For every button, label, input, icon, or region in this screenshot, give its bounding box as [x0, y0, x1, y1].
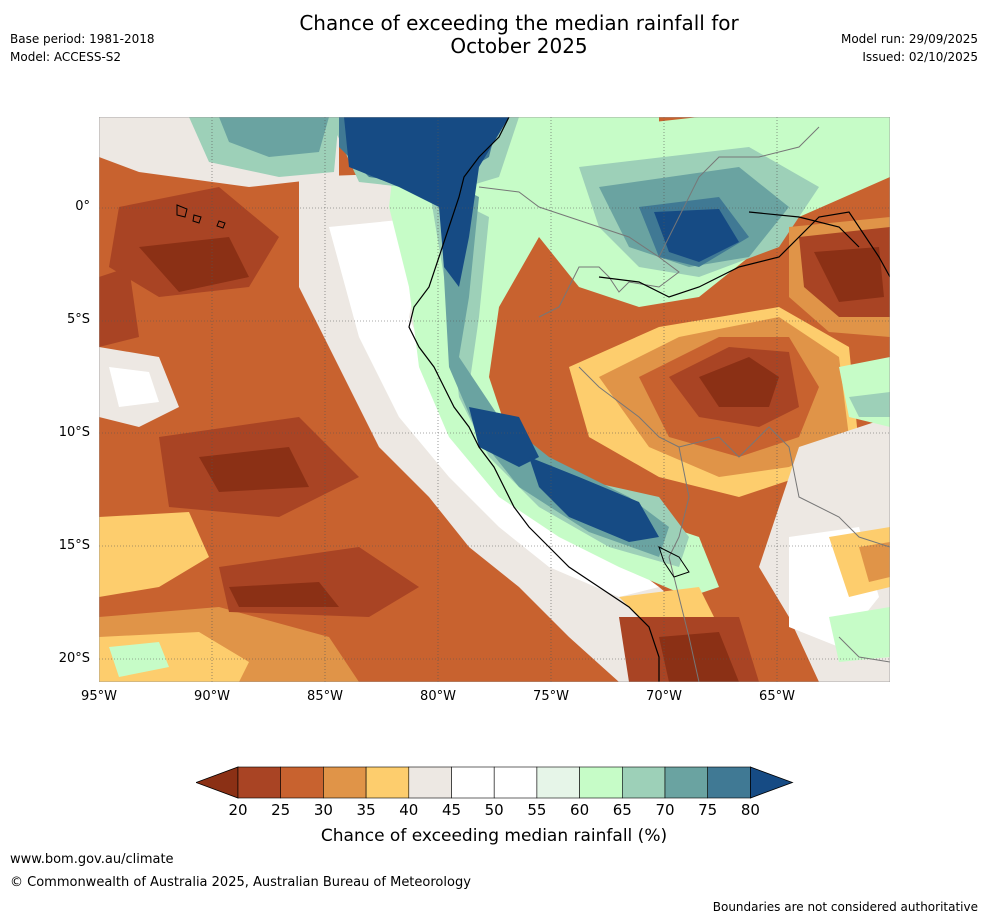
colorbar-tick-50: 50 — [484, 801, 504, 819]
field-pacific-south-green — [109, 642, 169, 677]
colorbar-tick-20: 20 — [228, 801, 248, 819]
map-title: Chance of exceeding the median rainfall … — [0, 12, 988, 58]
footer-disclaimer: Boundaries are not considered authoritat… — [712, 900, 978, 914]
lon-label-95w: 95°W — [81, 689, 117, 704]
field-mid-pacific-darkest — [199, 447, 309, 492]
lake-titicaca — [658, 546, 690, 578]
colorbar-tick-60: 60 — [570, 801, 590, 819]
lat-label-0: 0° — [75, 199, 90, 214]
amazon-river-upper — [748, 211, 860, 248]
colorbar-label: Chance of exceeding median rainfall (%) — [320, 826, 668, 846]
field-west-edge-dark — [99, 267, 139, 347]
colorbar-cell-20-25 — [237, 766, 282, 799]
colorbar-extend-high — [750, 766, 794, 799]
field-south-pacific-darkest — [229, 582, 339, 607]
field-amazon-central-dry — [699, 357, 779, 407]
colorbar-cell-35-40 — [365, 766, 410, 799]
field-pacific-north-teal — [219, 117, 329, 157]
field-east-seafoam — [849, 392, 890, 417]
colorbar-cell-55-60 — [536, 766, 580, 799]
model-run-text: Model run: 29/09/2025 — [840, 32, 978, 46]
graticule — [99, 117, 890, 682]
galapagos-islands — [176, 204, 226, 229]
footer-copyright: © Commonwealth of Australia 2025, Austra… — [10, 875, 471, 890]
field-coastal-white — [329, 217, 659, 597]
lon-label-90w: 90°W — [194, 689, 230, 704]
colorbar-cell-25-30 — [280, 766, 324, 799]
galapagos-san-cristobal — [216, 220, 226, 229]
lat-label-5s: 5°S — [66, 312, 90, 327]
colorbar-tick-30: 30 — [313, 801, 333, 819]
colorbar-tick-70: 70 — [655, 801, 675, 819]
border-colombia-peru — [478, 186, 680, 318]
field-andes-wet-south — [529, 457, 659, 542]
lon-label-85w: 85°W — [307, 689, 343, 704]
lat-label-10s: 10°S — [58, 425, 90, 440]
colorbar-cell-75-80 — [707, 766, 751, 799]
colorbar-extend-low — [196, 766, 239, 799]
galapagos-santa-cruz — [192, 214, 202, 224]
colorbar-tick-25: 25 — [271, 801, 291, 819]
country-borders — [478, 126, 890, 682]
footer-url[interactable]: www.bom.gov.au/climate — [10, 852, 174, 867]
field-atacama-driest — [659, 632, 739, 682]
colorbar-tick-65: 65 — [612, 801, 632, 819]
field-pacific-sw-yellow — [99, 512, 209, 597]
coastline-pacific — [408, 117, 660, 682]
field-amazon-north-wet — [654, 209, 739, 262]
model-text: Model: ACCESS-S2 — [10, 50, 122, 64]
colorbar-cell-30-35 — [323, 766, 367, 799]
amazon-river — [598, 211, 890, 298]
border-peru-brazil — [578, 366, 690, 558]
title-line-2: October 2025 — [450, 34, 588, 58]
colorbar-cell-45-50 — [451, 766, 495, 799]
colorbar-tick-75: 75 — [698, 801, 718, 819]
field-colombia-wet — [344, 117, 509, 287]
colorbar-cell-65-70 — [621, 766, 666, 799]
base-period-text: Base period: 1981-2018 — [10, 32, 155, 46]
colorbar-cell-40-45 — [408, 766, 452, 799]
issued-text: Issued: 02/10/2025 — [862, 50, 978, 64]
colorbar-cell-60-65 — [579, 766, 623, 799]
galapagos-isabela — [176, 204, 188, 218]
field-southeast-green — [829, 607, 890, 662]
lon-label-65w: 65°W — [759, 689, 795, 704]
colorbar-tick-55: 55 — [527, 801, 547, 819]
field-andes-wet-north — [469, 407, 539, 467]
colorbar-cells — [196, 766, 794, 799]
colorbar-cell-70-75 — [664, 766, 709, 799]
colorbar-tick-45: 45 — [441, 801, 462, 819]
border-bolivia-brazil — [678, 426, 890, 548]
lat-label-20s: 20°S — [58, 651, 90, 666]
field-east-orange — [859, 542, 890, 582]
title-line-1: Chance of exceeding the median rainfall … — [299, 11, 739, 35]
lon-label-70w: 70°W — [646, 689, 682, 704]
field-brazil-ne-dry — [814, 247, 884, 302]
colorbar — [196, 766, 794, 799]
lon-label-75w: 75°W — [533, 689, 569, 704]
field-galapagos-darkest — [139, 237, 249, 292]
lon-label-80w: 80°W — [420, 689, 456, 704]
border-colombia-brazil — [658, 126, 820, 258]
colorbar-tick-40: 40 — [399, 801, 419, 819]
colorbar-tick-80: 80 — [740, 801, 760, 819]
lat-label-15s: 15°S — [58, 538, 90, 553]
colorbar-cell-50-55 — [493, 766, 538, 799]
rainfall-map — [99, 117, 890, 682]
field-pacific-west-white — [109, 367, 159, 407]
border-paraguay — [838, 636, 890, 663]
colorbar-tick-35: 35 — [356, 801, 376, 819]
